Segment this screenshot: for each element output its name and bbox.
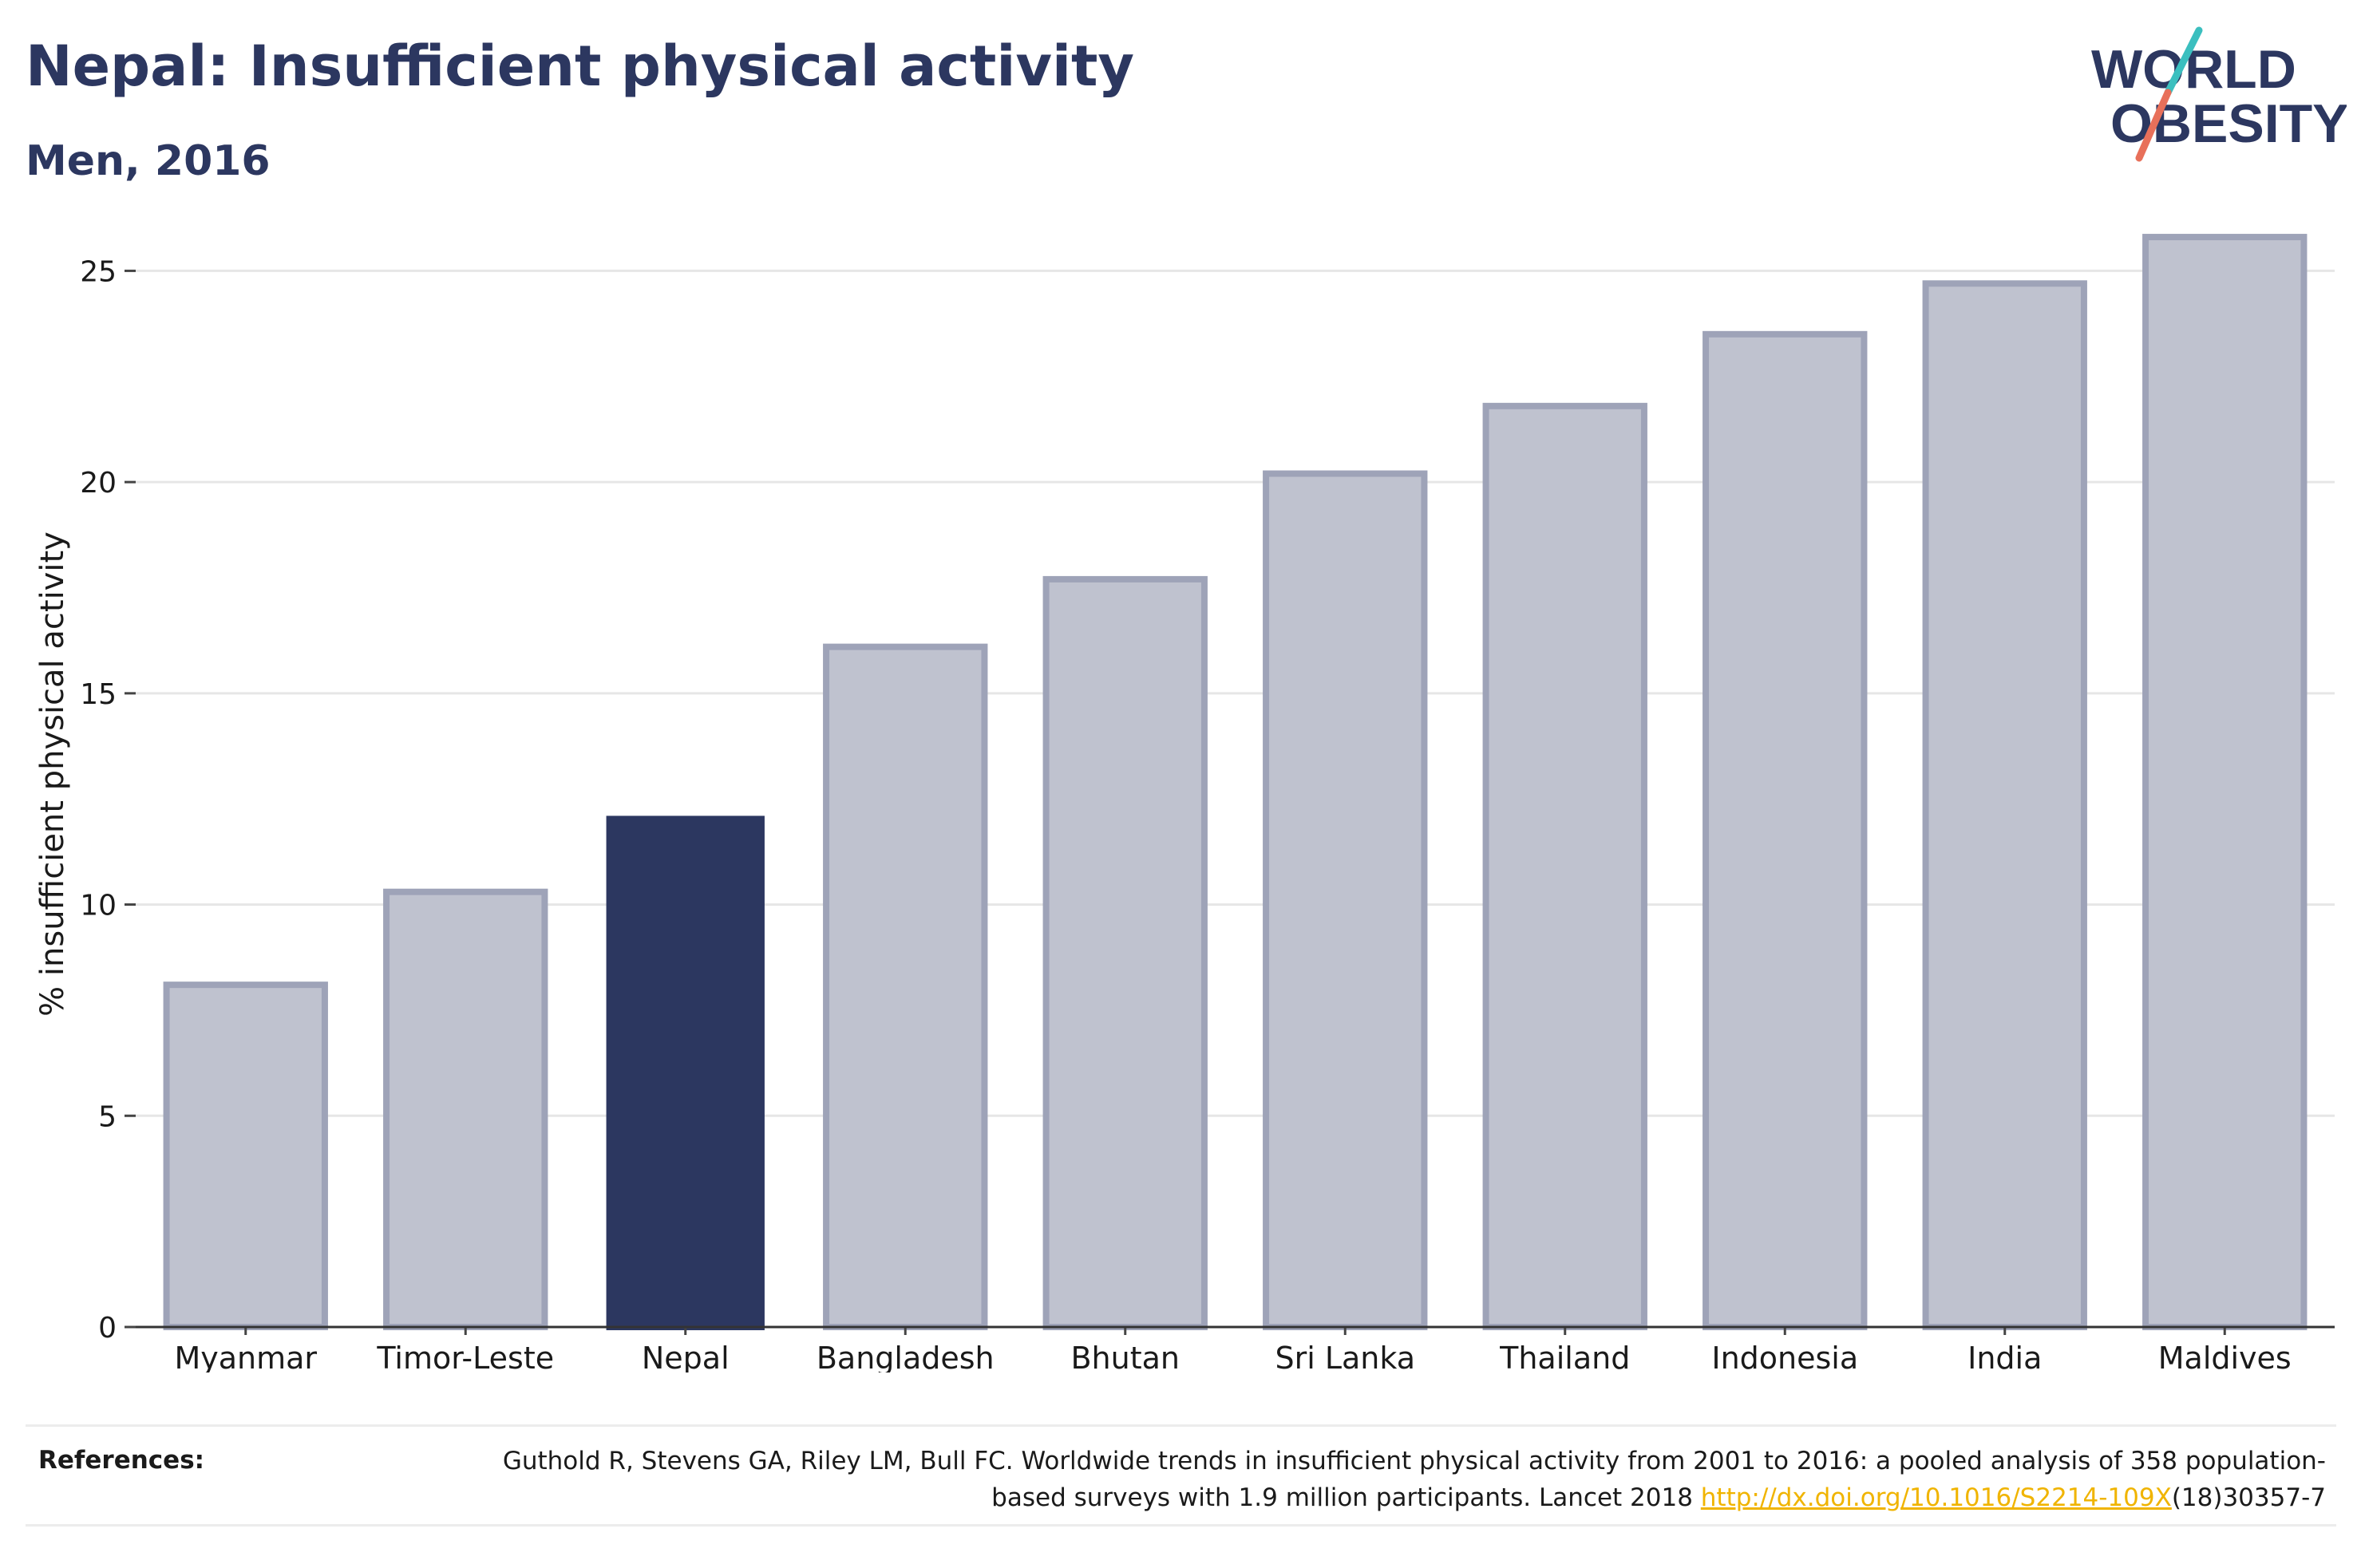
references-text: Guthold R, Stevens GA, Riley LM, Bull FC… bbox=[490, 1443, 2326, 1516]
x-tick-label-timor-leste: Timor-Leste bbox=[376, 1341, 554, 1372]
chart-subtitle: Men, 2016 bbox=[26, 137, 271, 185]
chart-title: Nepal: Insufficient physical activity bbox=[26, 34, 1135, 99]
bars bbox=[163, 234, 2308, 1331]
x-tick-labels: Myanmar Timor-Leste Nepal Bangladesh Bhutan S… bbox=[174, 1327, 2292, 1372]
bar-sri-lanka bbox=[1263, 470, 1428, 1330]
logo-line-2: OBESITY bbox=[2110, 93, 2347, 154]
x-tick-label-bhutan: Bhutan bbox=[1070, 1341, 1180, 1372]
references-citation: Guthold R, Stevens GA, Riley LM, Bull FC… bbox=[502, 1447, 2326, 1512]
references-citation-end: (18)30357-7 bbox=[2171, 1483, 2326, 1512]
bar-nepal bbox=[606, 816, 765, 1330]
bar-timor-leste bbox=[383, 888, 548, 1330]
x-tick-label-bangladesh: Bangladesh bbox=[817, 1341, 995, 1372]
x-tick-label-sri-lanka: Sri Lanka bbox=[1275, 1341, 1415, 1372]
x-tick-label-thailand: Thailand bbox=[1499, 1341, 1630, 1372]
references-divider-top bbox=[26, 1424, 2336, 1427]
bar-india bbox=[1922, 280, 2087, 1331]
y-tick-label-5: 5 bbox=[98, 1100, 117, 1133]
y-tick-label-20: 20 bbox=[80, 467, 117, 500]
y-tick-label-15: 15 bbox=[80, 678, 117, 711]
y-tick-label-10: 10 bbox=[80, 890, 117, 922]
y-axis-title: % insufficient physical activity bbox=[34, 531, 71, 1017]
world-obesity-logo: WORLD OBESITY bbox=[2091, 26, 2347, 162]
bar-chart: 0 5 10 15 20 25 Myanmar Timor-Leste Nepal Bangla… bbox=[80, 234, 2335, 1372]
logo-line-1: WORLD bbox=[2091, 39, 2296, 100]
bar-myanmar bbox=[163, 981, 328, 1331]
references-label: References: bbox=[38, 1446, 205, 1475]
references-doi-link[interactable]: http://dx.doi.org/10.1016/S2214-109X bbox=[1700, 1483, 2172, 1512]
x-tick-label-india: India bbox=[1968, 1341, 2042, 1372]
x-tick-label-maldives: Maldives bbox=[2158, 1341, 2292, 1372]
bar-bangladesh bbox=[823, 643, 988, 1330]
logo-slash-teal bbox=[2164, 26, 2203, 97]
bar-indonesia bbox=[1703, 330, 1868, 1330]
bar-thailand bbox=[1482, 402, 1647, 1330]
x-tick-label-indonesia: Indonesia bbox=[1711, 1341, 1858, 1372]
y-tick-label-25: 25 bbox=[80, 255, 117, 288]
references-divider-bottom bbox=[26, 1524, 2336, 1527]
y-tick-label-0: 0 bbox=[98, 1312, 117, 1345]
y-tick-labels: 0 5 10 15 20 25 bbox=[80, 255, 136, 1345]
logo-slash-coral bbox=[2135, 89, 2172, 162]
x-tick-label-myanmar: Myanmar bbox=[174, 1341, 317, 1372]
bar-maldives bbox=[2142, 234, 2308, 1330]
x-tick-label-nepal: Nepal bbox=[642, 1341, 730, 1372]
bar-bhutan bbox=[1042, 575, 1208, 1330]
